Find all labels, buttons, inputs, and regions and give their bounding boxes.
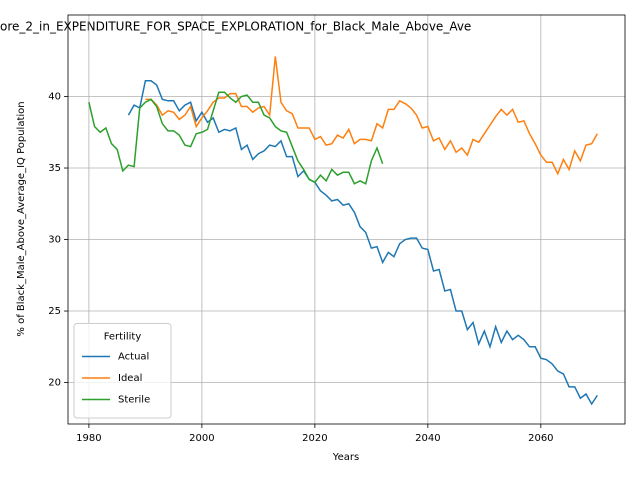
data-line	[127, 80, 598, 406]
legend-label: Sterile	[118, 395, 150, 406]
plot-frame	[67, 14, 626, 425]
x-tick-label: 2020	[302, 433, 327, 444]
legend-label: Ideal	[118, 373, 142, 384]
data-line	[145, 56, 598, 176]
y-tick-label: 30	[48, 235, 61, 246]
data-line	[88, 91, 384, 185]
y-tick-label: 40	[48, 92, 61, 103]
x-tick-label: 1980	[76, 433, 101, 444]
x-tick-label: 2000	[189, 433, 214, 444]
chart-title: ore_2_in_EXPENDITURE_FOR_SPACE_EXPLORATI…	[0, 20, 471, 34]
y-tick-label: 25	[48, 306, 61, 317]
y-tick-label: 35	[48, 163, 61, 174]
legend-box	[73, 323, 172, 419]
y-axis-label: % of Black_Male_Above_Average_IQ Populat…	[16, 101, 27, 336]
x-tick-label: 2060	[528, 433, 553, 444]
y-tick-label: 20	[48, 378, 61, 389]
legend-label: Actual	[118, 352, 149, 363]
x-tick-label: 2040	[415, 433, 440, 444]
x-axis-label: Years	[332, 452, 359, 463]
legend-title: Fertility	[104, 332, 142, 343]
